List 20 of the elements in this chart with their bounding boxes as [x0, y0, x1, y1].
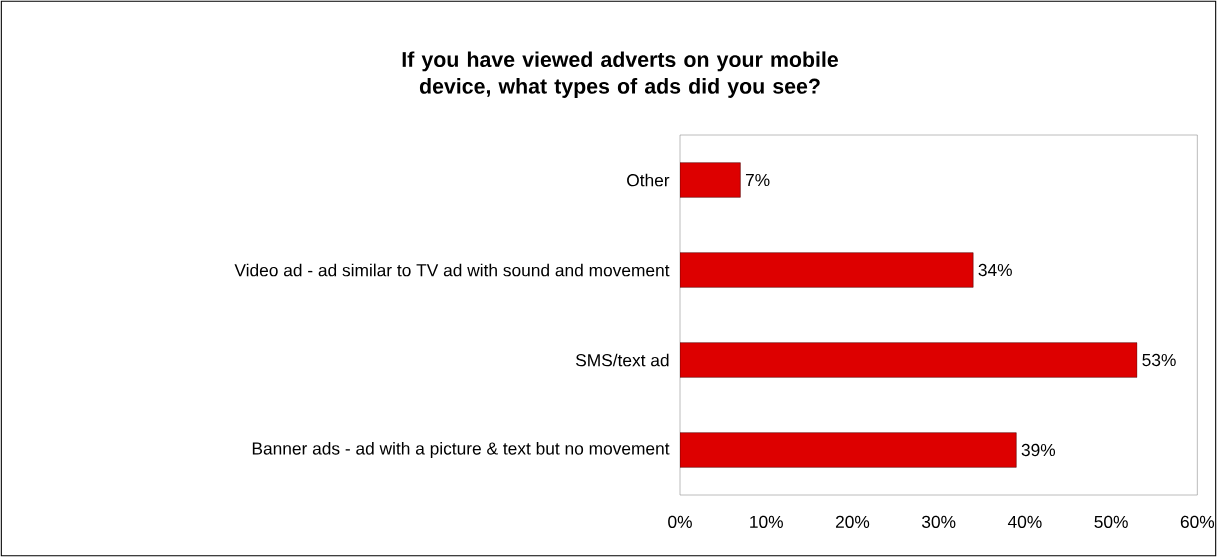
- bar: [680, 342, 1138, 378]
- bar: [680, 162, 741, 198]
- x-tick-label: 0%: [668, 515, 692, 528]
- data-label: 34%: [978, 263, 1012, 277]
- data-label: 39%: [1021, 443, 1056, 457]
- x-tick-label: 60%: [1180, 515, 1215, 528]
- x-tick-label: 40%: [1007, 515, 1042, 528]
- data-label: 53%: [1142, 353, 1176, 367]
- x-tick-label: 20%: [835, 515, 870, 528]
- y-tick-label: Banner ads - ad with a picture & text but no movement: [252, 441, 670, 459]
- bar: [680, 252, 974, 288]
- bar: [680, 432, 1017, 468]
- x-tick-label: 30%: [921, 515, 956, 528]
- y-tick-label: Other: [627, 173, 670, 187]
- data-label: 7%: [745, 173, 770, 187]
- y-tick-label: Video ad - ad similar to TV ad with sound and movement: [234, 263, 670, 277]
- x-tick-label: 10%: [750, 515, 783, 528]
- chart-title: If you have viewed adverts on your mobile device, what types of ads did you see?: [402, 51, 838, 98]
- y-tick-label: SMS/text ad: [575, 353, 669, 367]
- x-tick-label: 50%: [1094, 515, 1128, 528]
